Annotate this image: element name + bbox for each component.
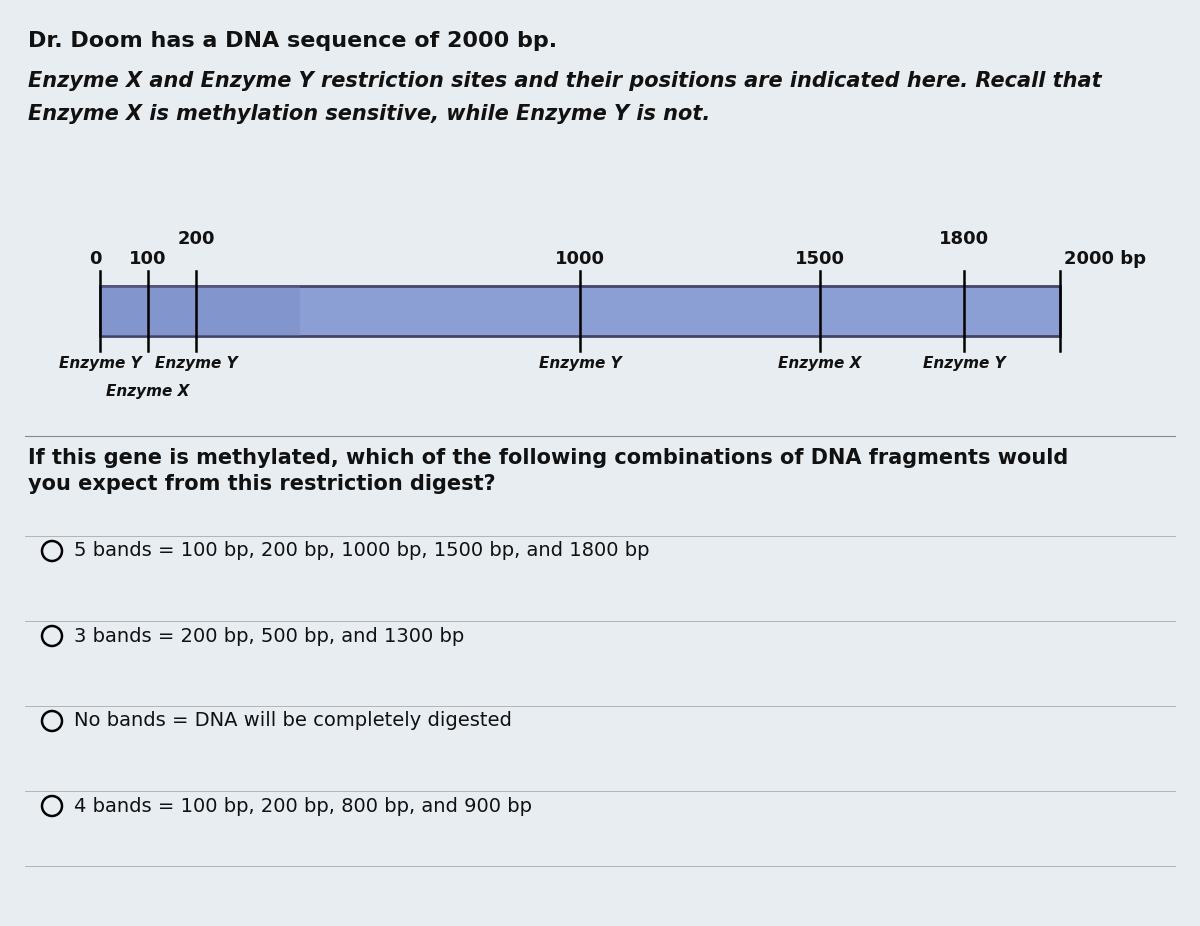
Text: Enzyme X: Enzyme X (779, 356, 862, 371)
Text: Enzyme X: Enzyme X (107, 384, 190, 399)
Text: Enzyme Y: Enzyme Y (155, 356, 238, 371)
Text: 3 bands = 200 bp, 500 bp, and 1300 bp: 3 bands = 200 bp, 500 bp, and 1300 bp (74, 627, 464, 645)
Text: If this gene is methylated, which of the following combinations of DNA fragments: If this gene is methylated, which of the… (28, 448, 1068, 468)
Text: 2000 bp: 2000 bp (1064, 250, 1146, 268)
Text: Dr. Doom has a DNA sequence of 2000 bp.: Dr. Doom has a DNA sequence of 2000 bp. (28, 31, 557, 51)
Text: 1500: 1500 (796, 250, 845, 268)
Bar (100, 286, 1060, 336)
Text: 1000: 1000 (554, 250, 605, 268)
Text: 0: 0 (90, 250, 102, 268)
Text: 200: 200 (178, 230, 215, 248)
Text: 4 bands = 100 bp, 200 bp, 800 bp, and 900 bp: 4 bands = 100 bp, 200 bp, 800 bp, and 90… (74, 796, 532, 816)
Text: 100: 100 (130, 250, 167, 268)
Text: you expect from this restriction digest?: you expect from this restriction digest? (28, 474, 496, 494)
Text: Enzyme Y: Enzyme Y (539, 356, 622, 371)
Text: Enzyme X and Enzyme Y restriction sites and their positions are indicated here. : Enzyme X and Enzyme Y restriction sites … (28, 71, 1102, 91)
Text: Enzyme X is methylation sensitive, while Enzyme Y is not.: Enzyme X is methylation sensitive, while… (28, 104, 710, 124)
Text: Enzyme Y: Enzyme Y (59, 356, 142, 371)
Text: 1800: 1800 (938, 230, 989, 248)
Bar (100, 286, 300, 336)
Text: Enzyme Y: Enzyme Y (923, 356, 1006, 371)
Text: 5 bands = 100 bp, 200 bp, 1000 bp, 1500 bp, and 1800 bp: 5 bands = 100 bp, 200 bp, 1000 bp, 1500 … (74, 542, 649, 560)
Text: No bands = DNA will be completely digested: No bands = DNA will be completely digest… (74, 711, 512, 731)
